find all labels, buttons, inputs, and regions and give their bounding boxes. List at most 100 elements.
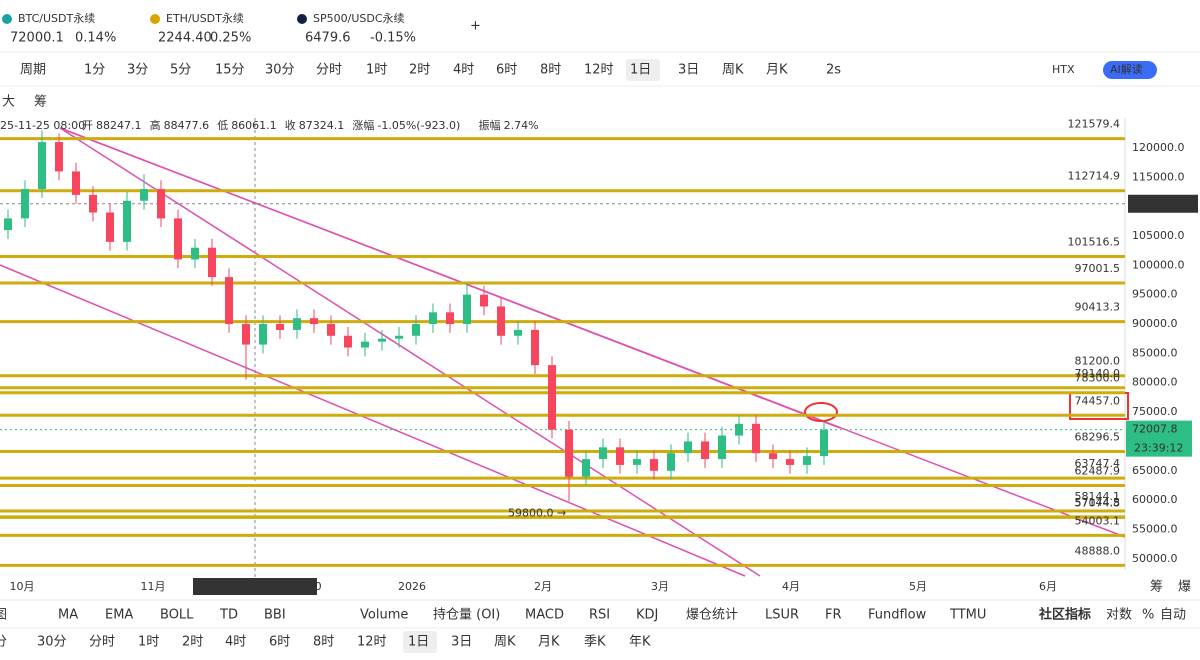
- candle-body: [310, 318, 318, 325]
- period-button[interactable]: 1时: [366, 63, 387, 78]
- ai-button[interactable]: [1103, 61, 1157, 79]
- ticker-change: 0.14%: [75, 31, 116, 46]
- indicator[interactable]: 持仓量 (OI): [433, 608, 500, 623]
- side-label: 筹: [34, 94, 47, 110]
- timeframe[interactable]: 2时: [182, 635, 203, 650]
- timeframe[interactable]: 分时: [89, 635, 115, 650]
- ticker-icon: [150, 14, 160, 24]
- ticker-name: ETH/USDT永续: [166, 11, 244, 25]
- x-label: 2月: [534, 580, 552, 593]
- candle-body: [616, 447, 624, 465]
- candle-body: [21, 189, 29, 219]
- ticker-name: SP500/USDC永续: [313, 11, 405, 25]
- timeframe[interactable]: 季K: [584, 635, 606, 650]
- indicator[interactable]: RSI: [589, 608, 610, 623]
- period-button[interactable]: 周期: [20, 63, 46, 78]
- candle-body: [395, 335, 403, 339]
- period-button[interactable]: 6时: [496, 63, 517, 78]
- indicator[interactable]: MACD: [525, 608, 564, 623]
- candle-body: [225, 277, 233, 325]
- candle-body: [514, 329, 522, 336]
- indicator[interactable]: KDJ: [636, 608, 658, 623]
- trendlines: [0, 127, 1126, 577]
- level-label: 79140.0: [1075, 367, 1121, 380]
- period-button[interactable]: 3分: [127, 63, 148, 78]
- period-button[interactable]: 周K: [722, 63, 744, 78]
- indicator[interactable]: Fundflow: [868, 608, 927, 623]
- timeframe[interactable]: 8时: [313, 635, 334, 650]
- x-label: 10月: [10, 580, 35, 593]
- ai-label[interactable]: AI解读: [1110, 62, 1143, 76]
- info-key: 振幅: [479, 118, 501, 132]
- x-label: 4月: [782, 580, 800, 593]
- timeframe[interactable]: 12时: [357, 635, 387, 650]
- axis-tool[interactable]: 筹: [1150, 579, 1163, 595]
- indicator[interactable]: 图: [0, 608, 7, 623]
- period-button[interactable]: 4时: [453, 63, 474, 78]
- add-tab[interactable]: +: [470, 19, 481, 34]
- candle-body: [242, 324, 250, 345]
- crosshair-time: 周二 2025-11-25 08:00: [197, 580, 322, 593]
- candle-body: [565, 429, 573, 477]
- period-button[interactable]: 1日: [630, 63, 651, 78]
- indicator[interactable]: FR: [825, 608, 842, 623]
- exchange-select[interactable]: HTX: [1052, 63, 1075, 76]
- option[interactable]: 社区指标: [1038, 607, 1091, 623]
- trendline: [59, 127, 761, 577]
- option[interactable]: 对数: [1106, 608, 1132, 623]
- crosshair-time-tag: [193, 578, 317, 595]
- timeframe[interactable]: 6时: [269, 635, 290, 650]
- period-button[interactable]: 月K: [766, 63, 788, 78]
- period-button[interactable]: 15分: [215, 63, 245, 78]
- refresh-button[interactable]: 2s: [826, 63, 841, 78]
- timeframe[interactable]: 4时: [225, 635, 246, 650]
- indicator[interactable]: TTMU: [949, 608, 986, 623]
- timeframe[interactable]: 1日: [408, 635, 429, 650]
- ticker-change: 0.25%: [210, 31, 251, 46]
- period-button[interactable]: 2时: [409, 63, 430, 78]
- candle-body: [582, 459, 590, 477]
- candle-body: [633, 459, 641, 465]
- indicator[interactable]: Volume: [360, 608, 408, 623]
- low-annotation: 59800.0 →: [508, 506, 566, 519]
- candle-body: [786, 459, 794, 465]
- ticker-icon: [2, 14, 12, 24]
- candle-body: [820, 429, 828, 457]
- timeframe[interactable]: 周K: [494, 635, 516, 650]
- timeframe[interactable]: 1时: [138, 635, 159, 650]
- period-button[interactable]: 5分: [170, 63, 191, 78]
- period-button[interactable]: 1分: [84, 63, 105, 78]
- indicator[interactable]: EMA: [105, 608, 133, 623]
- period-button[interactable]: 8时: [540, 63, 561, 78]
- axis-tool[interactable]: 爆: [1178, 580, 1191, 595]
- info-value: 2.74%: [504, 119, 539, 132]
- indicator[interactable]: BBI: [264, 608, 286, 623]
- candle-body: [548, 365, 556, 430]
- candle-body: [344, 335, 352, 348]
- option[interactable]: %: [1142, 608, 1154, 623]
- indicator[interactable]: TD: [219, 608, 238, 623]
- period-button[interactable]: 分时: [316, 63, 342, 78]
- timeframe[interactable]: 月K: [538, 635, 560, 650]
- level-label: 58144.1: [1075, 490, 1121, 503]
- indicator[interactable]: BOLL: [160, 608, 194, 623]
- timeframe[interactable]: 年K: [629, 635, 651, 650]
- x-label: 11月: [141, 580, 166, 593]
- candle-body: [735, 423, 743, 436]
- indicator[interactable]: MA: [58, 608, 78, 623]
- period-button[interactable]: 3日: [678, 63, 699, 78]
- timeframe[interactable]: 3日: [451, 635, 472, 650]
- candle-body: [174, 218, 182, 260]
- candle-body: [140, 189, 148, 201]
- period-button[interactable]: 12时: [584, 63, 614, 78]
- period-button[interactable]: 30分: [265, 63, 295, 78]
- x-label: 5月: [909, 580, 927, 593]
- candle-body: [752, 423, 760, 454]
- timeframe[interactable]: 分: [0, 635, 7, 650]
- indicator[interactable]: 爆仓统计: [686, 608, 738, 623]
- side-label: 大: [2, 95, 15, 110]
- indicator[interactable]: LSUR: [765, 608, 799, 623]
- timeframe[interactable]: 30分: [37, 635, 67, 650]
- option[interactable]: 自动: [1160, 608, 1186, 623]
